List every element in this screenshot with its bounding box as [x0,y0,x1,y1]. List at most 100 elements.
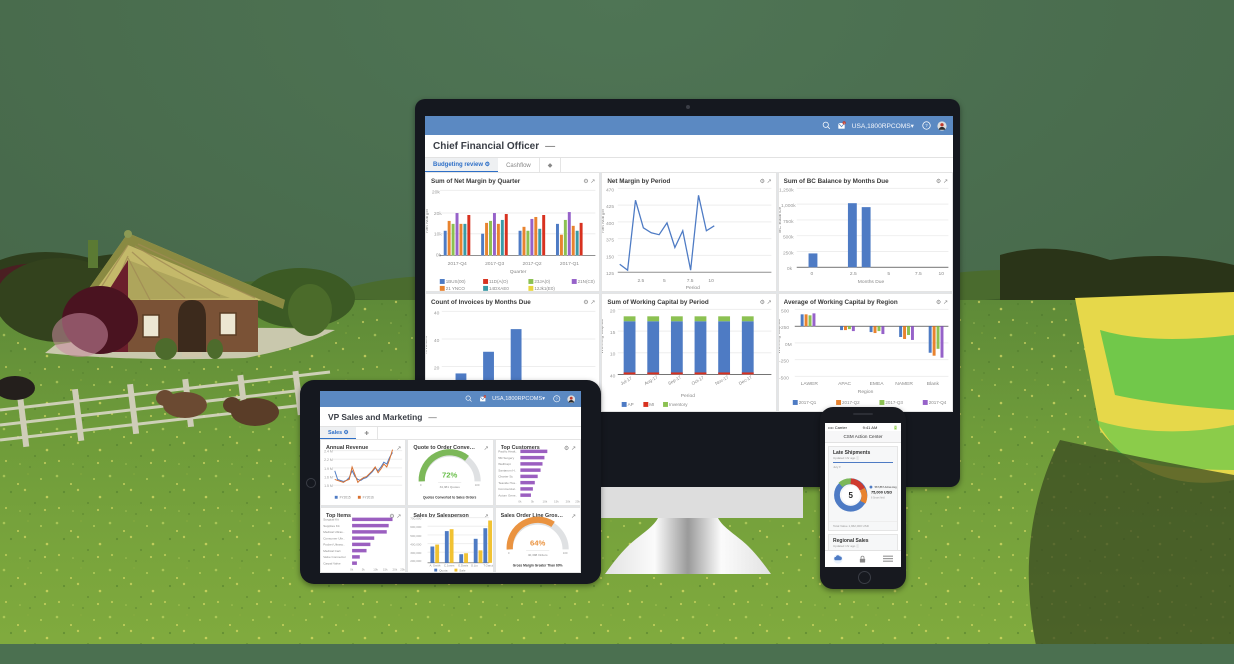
svg-text:40: 40 [434,310,440,316]
svg-text:Net Margin: Net Margin [426,208,430,232]
svg-text:Quota: Quota [439,568,448,572]
svg-text:Jul-17: Jul-17 [620,375,634,386]
svg-text:150: 150 [606,254,614,260]
svg-text:400,000: 400,000 [411,542,422,546]
svg-text:Medical Cart: Medical Cart [323,548,340,552]
svg-text:Charter Sc: Charter Sc [498,475,513,479]
svg-text:100: 100 [475,483,480,487]
svg-text:Surgical Kit: Surgical Kit [323,517,339,521]
svg-text:1,000k: 1,000k [781,203,796,209]
svg-text:Working Capital: Working Capital [602,319,605,354]
svg-text:20: 20 [434,365,440,371]
svg-text:72%: 72% [442,471,458,480]
svg-text:Commercial..: Commercial.. [498,487,516,491]
svg-text:5k: 5k [362,567,366,571]
svg-text:-500: -500 [779,375,789,381]
svg-text:21 YNCO: 21 YNCO [446,286,466,291]
svg-text:2.5: 2.5 [638,278,645,284]
svg-text:2017-Q2: 2017-Q2 [842,399,860,404]
svg-text:Blank: Blank [926,381,939,387]
svg-text:500,000: 500,000 [411,533,422,537]
svg-text:0k: 0k [518,500,522,504]
svg-text:375: 375 [606,238,614,244]
svg-text:1.5 M: 1.5 M [324,484,333,488]
svg-text:2.5: 2.5 [850,271,857,277]
svg-text:1.6 M: 1.6 M [324,476,333,480]
svg-text:-250: -250 [779,358,789,364]
svg-text:A. Smith: A. Smith [430,563,441,567]
svg-text:WellCapt: WellCapt [498,462,511,466]
svg-text:25k: 25k [575,500,580,504]
svg-text:40,398 Orders: 40,398 Orders [528,553,548,557]
svg-text:1.9 M: 1.9 M [324,467,333,471]
svg-text:Region: Region [857,389,873,395]
svg-text:1BUS(00): 1BUS(00) [446,279,466,284]
svg-text:20k: 20k [393,567,398,571]
svg-text:Invoices: Invoices [426,335,429,354]
svg-text:20: 20 [610,308,616,314]
svg-text:FY2016: FY2016 [363,496,374,500]
svg-text:2017-Q2: 2017-Q2 [523,261,542,267]
svg-text:10k: 10k [434,232,442,238]
svg-text:E.Davis: E.Davis [459,563,469,567]
svg-text:6 Smart field: 6 Smart field [871,497,885,500]
svg-text:12Jk1(E0): 12Jk1(E0) [534,286,555,291]
svg-text:Gross Margin Greater Than 60%: Gross Margin Greater Than 60% [512,563,562,567]
svg-text:200,000: 200,000 [411,558,422,562]
svg-text:APAC: APAC [838,381,851,387]
svg-text:0: 0 [420,483,422,487]
svg-text:LAWER: LAWER [800,381,818,387]
svg-text:700,000: 700,000 [411,516,422,520]
svg-text:?: ? [556,397,558,401]
svg-text:14DXAE0: 14DXAE0 [489,286,509,291]
svg-text:Teaxide Hos..: Teaxide Hos.. [498,481,517,485]
svg-text:Valve Connector: Valve Connector [323,555,346,559]
svg-text:Working Capital: Working Capital [779,319,782,354]
svg-text:1,250k: 1,250k [779,187,794,193]
svg-text:7.5: 7.5 [915,271,922,277]
svg-text:5: 5 [887,271,890,277]
svg-text:21N(C0): 21N(C0) [578,279,596,284]
svg-text:40: 40 [610,373,616,379]
svg-text:5M Surgery: 5M Surgery [498,456,514,460]
svg-text:Quotes Converted to Sales Orde: Quotes Converted to Sales Orders [423,496,477,500]
svg-text:?: ? [925,123,928,128]
svg-text:7.5: 7.5 [687,278,694,284]
svg-text:Santarum H..: Santarum H.. [498,468,516,472]
svg-text:5k: 5k [531,500,535,504]
svg-text:AP: AP [628,401,634,406]
svg-text:10: 10 [610,351,616,357]
svg-text:10: 10 [938,271,944,277]
svg-text:15k: 15k [383,567,388,571]
svg-text:10k: 10k [373,567,378,571]
svg-text:64%: 64% [530,538,546,547]
svg-text:20k: 20k [565,500,570,504]
svg-text:Supplies Kit: Supplies Kit [323,523,339,527]
svg-text:250k: 250k [783,250,794,256]
svg-text:40: 40 [434,337,440,343]
svg-text:Aug-17: Aug-17 [644,374,660,386]
svg-text:Sep-17: Sep-17 [667,374,683,386]
svg-text:2017-Q3: 2017-Q3 [485,261,504,267]
svg-text:Medical Ultras..: Medical Ultras.. [323,530,344,534]
svg-text:0k: 0k [787,266,793,272]
svg-text:NAMER: NAMER [895,381,913,387]
svg-text:0M: 0M [785,341,792,347]
svg-text:Consumer Ultr..: Consumer Ultr.. [323,536,345,540]
svg-text:750k: 750k [783,219,794,225]
svg-text:T.Garcia: T.Garcia [484,563,493,567]
svg-text:2017-Q4: 2017-Q4 [448,261,467,267]
svg-text:2017-Q1: 2017-Q1 [560,261,579,267]
svg-text:C.Jones: C.Jones [444,563,455,567]
svg-text:Months Due: Months Due [857,279,884,285]
svg-text:600,000: 600,000 [411,525,422,529]
svg-text:23JA(0): 23JA(0) [534,279,550,284]
svg-text:Period: Period [686,285,700,291]
svg-text:25k: 25k [400,567,405,571]
svg-text:10: 10 [709,278,715,284]
svg-text:EMEA: EMEA [869,381,884,387]
svg-text:Carpal Valve: Carpal Valve [323,561,341,565]
svg-text:500k: 500k [783,235,794,241]
svg-text:Autom Gene..: Autom Gene.. [498,493,517,497]
svg-text:20k: 20k [432,189,440,195]
